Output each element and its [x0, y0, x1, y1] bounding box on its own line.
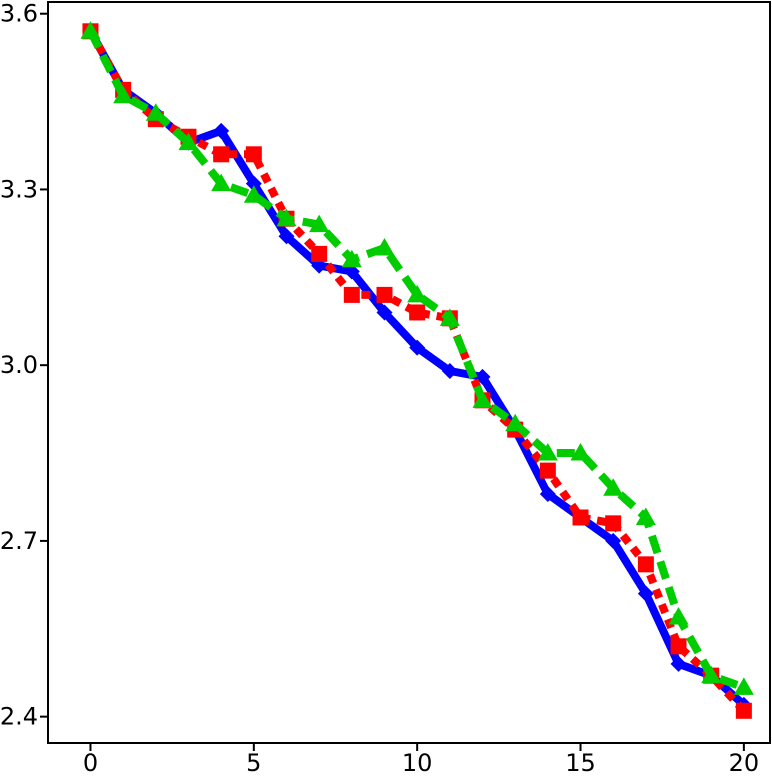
data-point	[735, 702, 752, 719]
data-point	[309, 214, 330, 233]
data-point	[374, 238, 395, 256]
x-tick-label: 5	[246, 749, 261, 772]
data-point	[668, 607, 689, 625]
data-point	[178, 132, 199, 151]
data-point	[539, 462, 556, 479]
data-point	[701, 665, 722, 684]
data-point	[407, 284, 428, 303]
series-diamond	[82, 23, 752, 713]
series-triangle	[80, 21, 754, 695]
data-point	[343, 263, 360, 280]
data-point	[635, 507, 656, 525]
x-tick-label: 0	[83, 749, 98, 772]
data-point	[409, 339, 426, 356]
data-point	[637, 556, 654, 573]
data-point	[409, 304, 426, 321]
data-point	[211, 173, 232, 192]
data-point	[145, 103, 166, 121]
series-layer	[80, 21, 754, 719]
data-point	[537, 443, 558, 461]
x-tick-label: 10	[402, 749, 433, 772]
data-point	[245, 175, 262, 192]
series-line	[87, 29, 747, 714]
plot-frame	[47, 1, 771, 744]
data-point	[376, 286, 393, 303]
data-point	[276, 208, 297, 227]
data-point	[113, 85, 134, 104]
y-tick-label: 3.6	[0, 0, 38, 28]
data-point	[603, 478, 624, 496]
data-point	[733, 677, 754, 695]
data-point	[539, 486, 556, 503]
data-point	[637, 585, 654, 602]
data-point	[343, 286, 360, 303]
y-tick-label: 3.3	[0, 175, 38, 203]
y-tick-label: 2.4	[0, 703, 38, 731]
y-tick-label: 3.0	[0, 351, 38, 379]
data-point	[439, 308, 460, 326]
data-point	[505, 413, 526, 432]
data-point	[213, 122, 230, 139]
x-tick-label: 15	[565, 749, 596, 772]
data-point	[605, 532, 622, 549]
data-point	[213, 146, 230, 163]
y-tick-label: 2.7	[0, 527, 38, 555]
series-line	[86, 29, 746, 692]
data-point	[341, 249, 362, 268]
data-point	[311, 245, 328, 262]
data-point	[80, 21, 101, 39]
data-point	[605, 515, 622, 532]
x-tick-label: 20	[729, 749, 760, 772]
data-point	[570, 443, 591, 461]
data-point	[243, 185, 264, 203]
data-point	[376, 304, 393, 321]
data-point	[245, 146, 262, 163]
data-point	[278, 228, 295, 245]
data-point	[572, 509, 589, 526]
data-point	[670, 655, 687, 672]
data-point	[472, 390, 493, 408]
data-point	[441, 363, 458, 380]
data-point	[670, 638, 687, 655]
